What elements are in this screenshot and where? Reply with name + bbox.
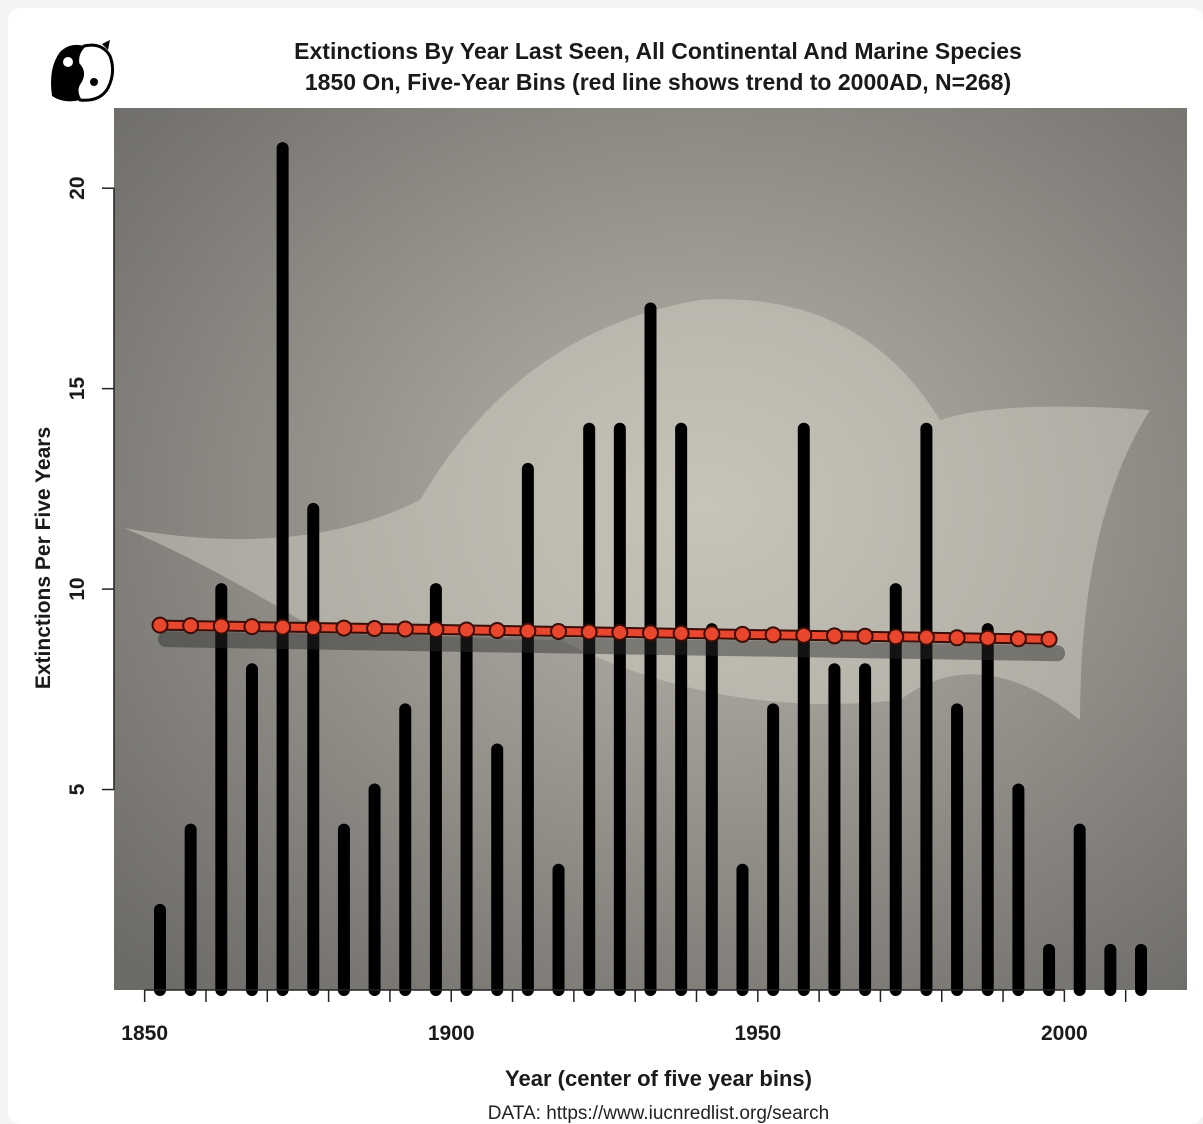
x-tick-label-1850: 1850 xyxy=(121,1022,168,1045)
x-tick-label-1900: 1900 xyxy=(428,1022,475,1045)
trend-point-1922.5 xyxy=(580,623,598,641)
trend-point-1857.5 xyxy=(182,617,200,635)
trend-point-1937.5 xyxy=(672,624,690,642)
trend-point-1972.5 xyxy=(887,628,905,646)
y-tick-label-20: 20 xyxy=(66,177,89,200)
trend-point-1982.5 xyxy=(948,629,966,647)
y-tick-label-5: 5 xyxy=(66,783,89,795)
trend-point-1952.5 xyxy=(764,626,782,644)
trend-point-1997.5 xyxy=(1040,630,1058,648)
logo-icon xyxy=(46,38,116,108)
trend-point-1912.5 xyxy=(519,622,537,640)
trend-point-1872.5 xyxy=(274,618,292,636)
trend-point-1862.5 xyxy=(212,617,230,635)
trend-point-1887.5 xyxy=(366,620,384,638)
trend-point-1902.5 xyxy=(458,621,476,639)
chart-title-line1: Extinctions By Year Last Seen, All Conti… xyxy=(294,38,1022,64)
trend-point-1942.5 xyxy=(703,625,721,643)
trend-point-1962.5 xyxy=(825,627,843,645)
trend-point-1977.5 xyxy=(917,628,935,646)
trend-point-1907.5 xyxy=(488,621,506,639)
trend-line-group xyxy=(151,616,1066,662)
trend-point-1877.5 xyxy=(304,619,322,637)
trend-point-1852.5 xyxy=(151,616,169,634)
trend-shadow xyxy=(157,631,1066,662)
trend-point-1967.5 xyxy=(856,627,874,645)
trend-point-1917.5 xyxy=(550,622,568,640)
y-tick-label-10: 10 xyxy=(66,577,89,600)
trend-point-1892.5 xyxy=(396,620,414,638)
trend-point-1992.5 xyxy=(1009,630,1027,648)
trend-point-1897.5 xyxy=(427,621,445,639)
bars-group xyxy=(153,142,1148,996)
data-source: DATA: https://www.iucnredlist.org/search xyxy=(487,1103,830,1124)
chart-title-line2: 1850 On, Five-Year Bins (red line shows … xyxy=(304,69,1012,95)
trend-point-1882.5 xyxy=(335,619,353,637)
y-tick-label-15: 15 xyxy=(66,377,89,401)
trend-point-1987.5 xyxy=(979,629,997,647)
trend-point-1927.5 xyxy=(611,623,629,641)
axes-group: 1850 1900 1950 2000 5 10 15 20 xyxy=(66,177,1127,1045)
trend-point-1932.5 xyxy=(642,624,659,642)
x-tick-label-1950: 1950 xyxy=(734,1022,781,1045)
trend-point-1947.5 xyxy=(733,625,751,643)
x-tick-label-2000: 2000 xyxy=(1041,1022,1088,1045)
trend-point-1957.5 xyxy=(795,626,813,644)
trend-point-1867.5 xyxy=(243,618,261,636)
x-axis-label: Year (center of five year bins) xyxy=(505,1066,812,1091)
